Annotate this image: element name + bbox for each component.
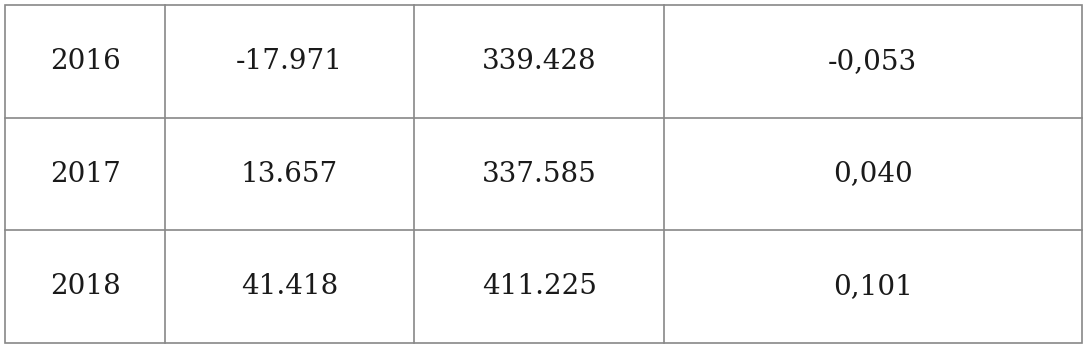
Text: 13.657: 13.657 xyxy=(241,160,338,188)
Text: 339.428: 339.428 xyxy=(482,48,597,75)
Text: -17.971: -17.971 xyxy=(236,48,343,75)
Text: 2018: 2018 xyxy=(50,273,121,300)
Text: 41.418: 41.418 xyxy=(241,273,338,300)
Text: 411.225: 411.225 xyxy=(482,273,597,300)
Text: 2017: 2017 xyxy=(50,160,121,188)
Text: 0,040: 0,040 xyxy=(833,160,913,188)
Text: 337.585: 337.585 xyxy=(482,160,597,188)
Text: 0,101: 0,101 xyxy=(833,273,913,300)
Text: 2016: 2016 xyxy=(50,48,121,75)
Text: -0,053: -0,053 xyxy=(828,48,917,75)
